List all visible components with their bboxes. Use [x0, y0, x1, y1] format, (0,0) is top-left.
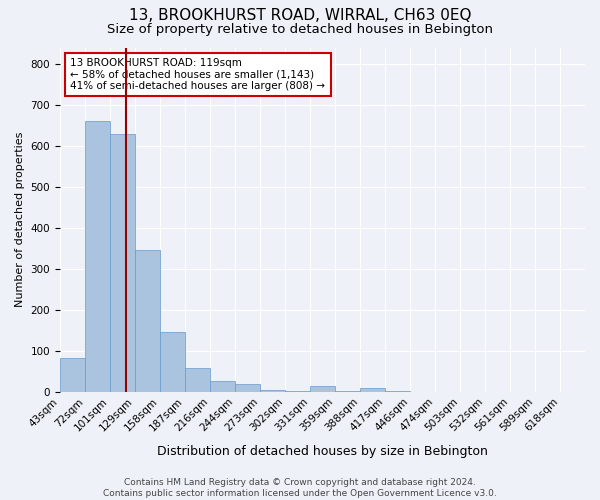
- Bar: [85, 122, 110, 392]
- Bar: [110, 134, 135, 392]
- Bar: [235, 384, 260, 392]
- Bar: [210, 380, 235, 392]
- Bar: [310, 386, 335, 392]
- Text: 13 BROOKHURST ROAD: 119sqm
← 58% of detached houses are smaller (1,143)
41% of s: 13 BROOKHURST ROAD: 119sqm ← 58% of deta…: [70, 58, 325, 91]
- Bar: [385, 391, 410, 392]
- Bar: [260, 390, 285, 392]
- Bar: [135, 250, 160, 392]
- Bar: [60, 358, 85, 392]
- Bar: [160, 332, 185, 392]
- Bar: [335, 391, 360, 392]
- Text: 13, BROOKHURST ROAD, WIRRAL, CH63 0EQ: 13, BROOKHURST ROAD, WIRRAL, CH63 0EQ: [129, 8, 471, 22]
- X-axis label: Distribution of detached houses by size in Bebington: Distribution of detached houses by size …: [157, 444, 488, 458]
- Bar: [285, 391, 310, 392]
- Bar: [360, 388, 385, 392]
- Y-axis label: Number of detached properties: Number of detached properties: [15, 132, 25, 308]
- Bar: [185, 368, 210, 392]
- Text: Contains HM Land Registry data © Crown copyright and database right 2024.
Contai: Contains HM Land Registry data © Crown c…: [103, 478, 497, 498]
- Text: Size of property relative to detached houses in Bebington: Size of property relative to detached ho…: [107, 22, 493, 36]
